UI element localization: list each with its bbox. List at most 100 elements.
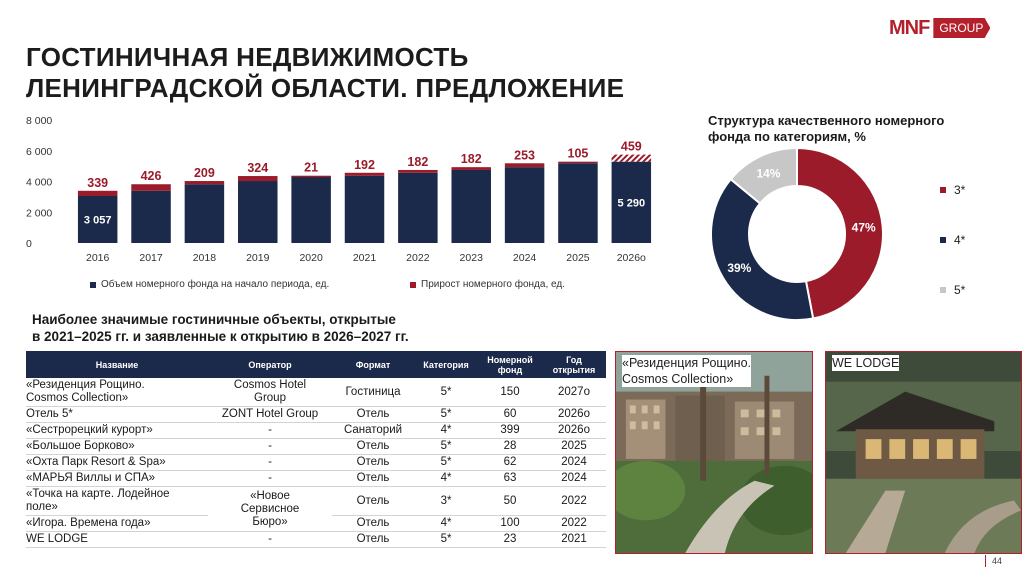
volume-value-label: 5 290 <box>618 197 646 209</box>
x-tick-label: 2025 <box>566 252 590 264</box>
donut-legend-4star: 4* <box>940 233 965 247</box>
we-lodge-photo <box>826 352 1021 553</box>
donut-value-label: 14% <box>756 166 780 180</box>
table-heading: Наиболее значимые гостиничные объекты, о… <box>32 311 409 345</box>
cell-operator-l2: Group <box>254 392 286 404</box>
table-row: «Большое Борково» - Отель 5* 28 2025 <box>26 438 606 455</box>
bar-volume <box>558 163 598 243</box>
cell-rooms: 28 <box>478 438 542 455</box>
cell-format: Санаторий <box>332 422 414 439</box>
bar-volume <box>131 190 171 243</box>
photo-caption-roshchino-l2: Cosmos Collection» <box>622 372 734 386</box>
cell-name: «МАРЬЯ Виллы и СПА» <box>26 470 208 487</box>
increment-value-label: 182 <box>407 155 428 169</box>
cell-name: «Охта Парк Resort & Spa» <box>26 454 208 471</box>
cell-year: 2022 <box>542 515 606 532</box>
cell-operator: - <box>208 470 332 487</box>
donut-legend-swatch-5star <box>940 287 946 293</box>
x-tick-label: 2026о <box>617 252 646 264</box>
cell-year: 2024 <box>542 454 606 471</box>
increment-value-label: 105 <box>568 147 589 161</box>
cell-operator-merged-l2: Сервисное <box>240 502 300 515</box>
cell-category: 5* <box>414 378 478 407</box>
increment-value-label: 253 <box>514 148 535 162</box>
cell-format: Отель <box>332 406 414 423</box>
cell-name-l2: Cosmos Collection» <box>26 392 129 404</box>
table-row: «МАРЬЯ Виллы и СПА» - Отель 4* 63 2024 <box>26 470 606 487</box>
y-tick-label: 4 000 <box>26 177 52 189</box>
page-title-line-2: ЛЕНИНГРАДСКОЙ ОБЛАСТИ. ПРЕДЛОЖЕНИЕ <box>26 73 625 103</box>
legend-swatch-volume <box>90 281 96 288</box>
photo-card-we-lodge: WE LODGE <box>825 351 1022 554</box>
bar-legend-volume: Объем номерного фонда на начало периода,… <box>90 279 329 290</box>
col-header-year-l2: открытия <box>552 364 596 375</box>
increment-value-label: 182 <box>461 152 482 166</box>
cell-category: 4* <box>414 422 478 439</box>
cell-operator: - <box>208 438 332 455</box>
cell-operator: Cosmos Hotel Group <box>208 378 332 407</box>
col-header-year: Год открытия <box>542 351 606 378</box>
cell-rooms: 50 <box>478 486 542 516</box>
cell-operator-l1: Cosmos Hotel <box>233 379 307 391</box>
logo-group-label: GROUP <box>933 18 991 38</box>
x-tick-label: 2017 <box>139 252 163 264</box>
cell-category: 4* <box>414 470 478 487</box>
x-tick-label: 2023 <box>460 252 484 264</box>
bar-increment <box>77 190 118 196</box>
cell-operator: - <box>208 422 332 439</box>
cell-name: «Сестрорецкий курорт» <box>26 422 208 439</box>
bar-volume <box>344 175 385 243</box>
table-row: «Игора. Времена года» Отель 4* 100 2022 <box>26 515 606 532</box>
photo-caption-roshchino: «Резиденция Рощино. Cosmos Collection» <box>622 355 751 387</box>
legend-label-volume: Объем номерного фонда на начало периода,… <box>101 279 330 290</box>
cell-rooms: 60 <box>478 406 542 423</box>
cell-name-l2: поле» <box>26 501 58 513</box>
x-tick-label: 2021 <box>353 252 377 264</box>
increment-value-label: 459 <box>621 140 642 154</box>
table-row: «Сестрорецкий курорт» - Санаторий 4* 399… <box>26 422 606 439</box>
cell-year: 2025 <box>542 438 606 455</box>
donut-value-label: 39% <box>727 261 751 275</box>
bar-increment <box>344 172 385 176</box>
cell-rooms: 100 <box>478 515 542 532</box>
bar-volume <box>451 169 491 243</box>
donut-legend-label-5star: 5* <box>954 283 966 297</box>
donut-legend-label-3star: 3* <box>954 183 966 197</box>
x-tick-label: 2018 <box>193 252 217 264</box>
increment-value-label: 192 <box>354 158 375 172</box>
y-tick-label: 2 000 <box>26 207 52 219</box>
table-heading-line-2: в 2021–2025 гг. и заявленные к открытию … <box>32 329 409 344</box>
cell-format: Отель <box>332 515 414 532</box>
cell-year: 2026о <box>542 422 606 439</box>
cell-format: Отель <box>332 454 414 471</box>
x-tick-label: 2022 <box>406 252 430 264</box>
bar-increment <box>184 181 225 185</box>
cell-category: 3* <box>414 486 478 516</box>
increment-value-label: 324 <box>247 161 268 175</box>
table-heading-line-1: Наиболее значимые гостиничные объекты, о… <box>32 312 396 327</box>
bar-increment <box>451 167 491 170</box>
cell-name: «Резиденция Рощино. Cosmos Collection» <box>26 378 208 407</box>
cell-format: Отель <box>332 470 414 487</box>
donut-value-label: 47% <box>852 221 876 235</box>
cell-format: Отель <box>332 486 414 516</box>
col-header-rooms-l1: Номерной <box>487 354 533 365</box>
cell-rooms: 23 <box>478 531 542 548</box>
cell-year: 2024 <box>542 470 606 487</box>
bar-volume <box>184 184 225 243</box>
donut-legend-5star: 5* <box>940 283 965 297</box>
legend-label-increment: Прирост номерного фонда, ед. <box>421 279 565 290</box>
cell-name-l1: «Точка на карте. Лодейное <box>26 488 170 500</box>
col-header-name: Название <box>26 351 208 378</box>
cell-name: WE LODGE <box>26 531 208 548</box>
cell-year: 2021 <box>542 531 606 548</box>
cell-year: 2026о <box>542 406 606 423</box>
table-row: «Точка на карте. Лодейное поле» «Новое Сер… <box>26 486 606 532</box>
cell-operator-merged: «Новое Сервисное Бюро» <box>208 486 332 532</box>
increment-value-label: 21 <box>304 161 318 175</box>
cell-name: «Точка на карте. Лодейное поле» <box>26 486 208 516</box>
col-header-rooms: Номерной фонд <box>478 351 542 378</box>
bar-legend-increment: Прирост номерного фонда, ед. <box>410 279 565 290</box>
increment-value-label: 426 <box>141 169 162 183</box>
donut-legend-swatch-4star <box>940 237 946 243</box>
